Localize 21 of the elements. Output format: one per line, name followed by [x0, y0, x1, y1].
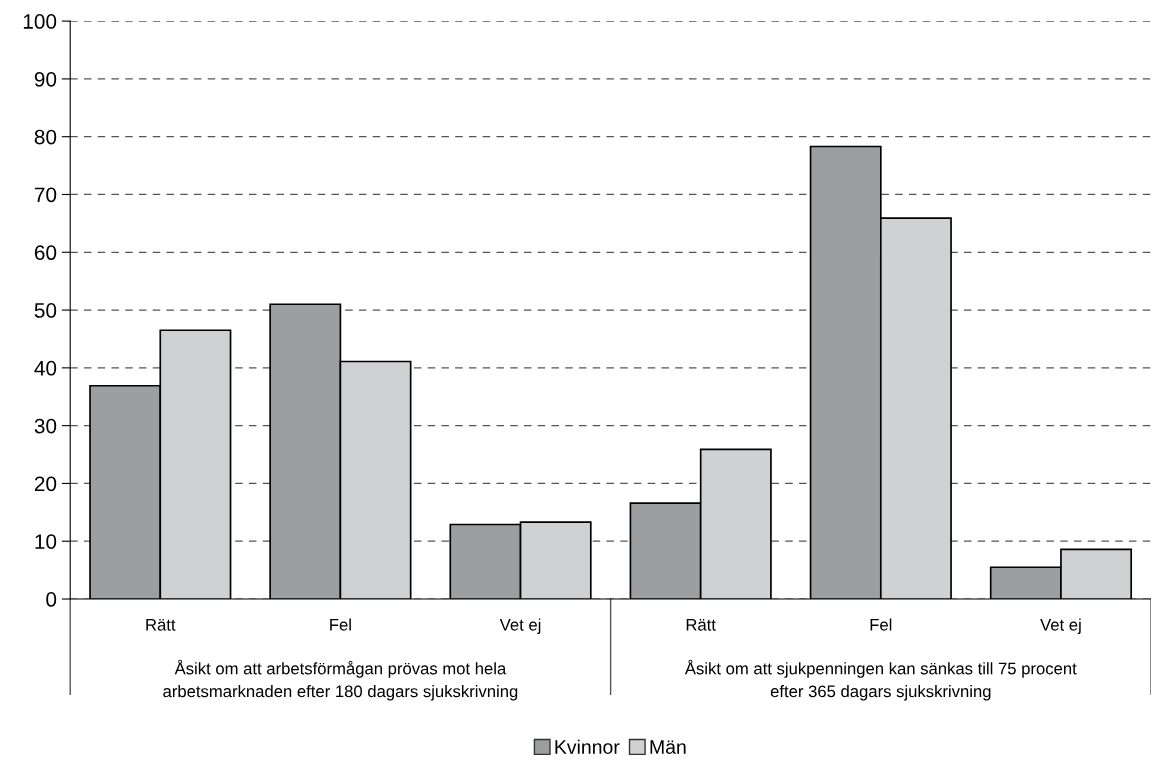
x-tick-label: Vet ej — [1040, 618, 1081, 634]
text: Åsikt om att arbetsförmågan prövas mot hela arbetsmarknaden efter 180 dagars sjukskrivning — [163, 659, 518, 701]
y-tick-label: 80 — [34, 129, 57, 145]
y-tick-label: 60 — [34, 245, 57, 261]
y-tick-label: 50 — [34, 303, 57, 318]
y-tick-label: 40 — [34, 360, 57, 376]
y-tick-label: 90 — [34, 71, 57, 87]
y-tick-label: 0 — [46, 592, 57, 607]
legend-label: Kvinnor — [555, 739, 620, 754]
y-tick-label: 70 — [34, 187, 57, 203]
legend-label: Män — [650, 740, 686, 754]
y-tick-label: 30 — [34, 418, 57, 434]
x-tick-label: Rätt — [686, 619, 716, 631]
x-tick-label: Rätt — [146, 619, 176, 631]
y-tick-label: 20 — [34, 476, 57, 492]
x-tick-label: Vet ej — [499, 618, 541, 634]
y-tick-label: 100 — [23, 14, 57, 29]
y-tick-label: 10 — [35, 534, 57, 549]
x-tick-label: Fel — [330, 618, 351, 631]
x-tick-label: Fel — [870, 618, 892, 631]
text: Åsikt om att sjukpenningen kan sänkas till 75 procent efter 365 dagars sjukskrivning — [684, 659, 1077, 701]
